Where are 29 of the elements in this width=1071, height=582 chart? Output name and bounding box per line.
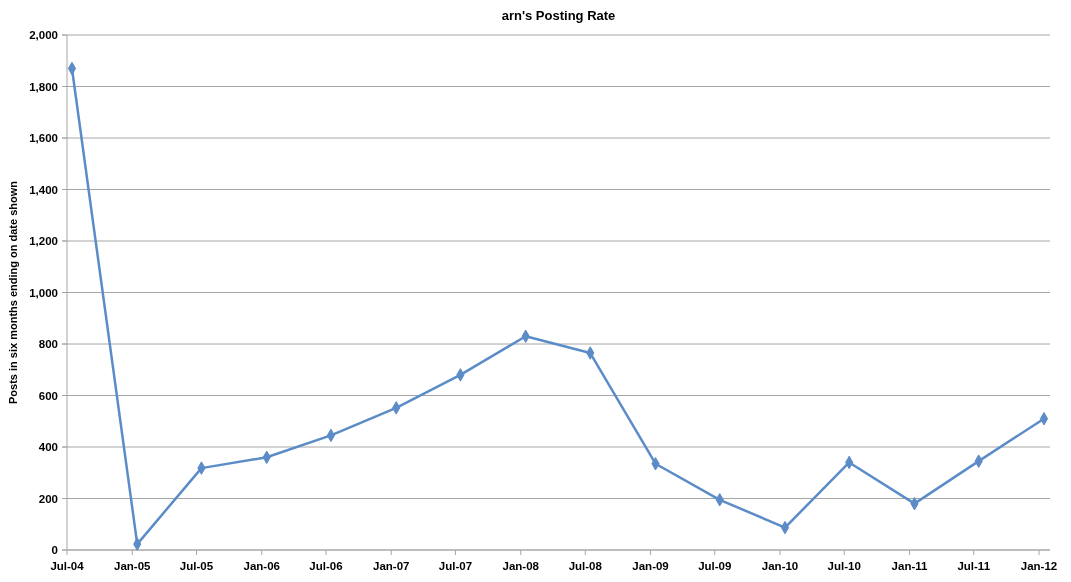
x-tick-label: Jul-04: [50, 560, 85, 572]
y-tick-label: 1,400: [29, 183, 58, 196]
y-tick-label: 200: [38, 492, 58, 505]
x-tick-label: Jan-05: [114, 560, 152, 572]
x-tick-label: Jul-11: [957, 560, 991, 572]
x-tick-label: Jul-08: [568, 560, 603, 572]
x-tick-label: Jul-05: [179, 560, 214, 572]
x-tick-label: Jul-09: [698, 560, 732, 572]
y-tick-label: 2,000: [29, 29, 58, 42]
y-tick-label: 1,200: [29, 235, 58, 248]
x-tick-label: Jan-07: [373, 560, 410, 572]
y-tick-label: 0: [51, 544, 58, 557]
x-tick-label: Jan-06: [243, 560, 280, 572]
x-tick-label: Jan-12: [1020, 560, 1058, 572]
y-tick-label: 1,800: [29, 80, 58, 93]
y-tick-label: 400: [38, 441, 58, 454]
y-axis-title: Posts in six months ending on date shown: [7, 180, 19, 405]
y-tick-label: 600: [38, 389, 58, 402]
x-tick-label: Jan-08: [502, 560, 540, 572]
x-tick-label: Jul-10: [827, 560, 861, 572]
x-tick-label: Jan-09: [632, 560, 669, 572]
x-tick-label: Jul-06: [309, 560, 343, 572]
y-tick-label: 1,000: [29, 286, 58, 299]
x-tick-label: Jul-07: [438, 560, 473, 572]
y-tick-label: 800: [38, 338, 58, 351]
chart-title: arn's Posting Rate: [501, 8, 616, 23]
x-tick-label: Jan-11: [891, 560, 929, 572]
x-tick-label: Jan-10: [761, 560, 799, 572]
y-tick-label: 1,600: [29, 132, 58, 145]
